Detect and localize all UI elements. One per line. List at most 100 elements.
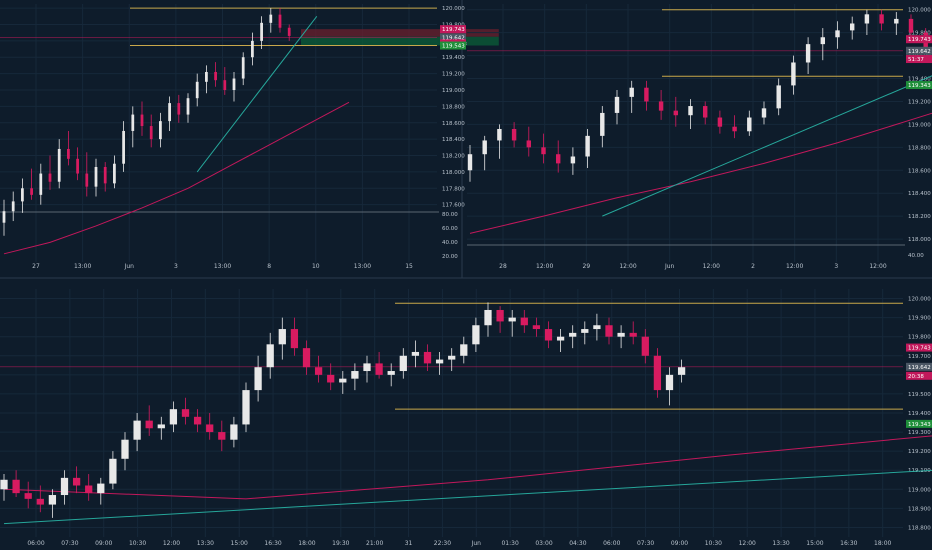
candle-body	[193, 416, 202, 425]
y-tick-label: 118.800	[908, 145, 931, 151]
price-label-text: 119.543	[442, 44, 465, 50]
price-label-text: 119.743	[442, 27, 465, 33]
x-tick-label: 8	[267, 263, 271, 270]
y-tick-label: 117.800	[442, 186, 465, 192]
x-tick-label: 12:00	[703, 263, 720, 270]
panel-top-left: 2713:00Jun313:0081013:0015120.000119.800…	[0, 4, 499, 270]
candle-body	[555, 154, 561, 164]
candle-body	[363, 363, 371, 372]
y-tick-label: 119.800	[908, 335, 931, 341]
candle-body	[747, 117, 752, 132]
x-tick-label: 16:30	[840, 540, 857, 547]
x-tick-label: 09:00	[95, 540, 112, 547]
x-tick-label: 15	[405, 263, 413, 270]
candle-body	[448, 355, 456, 360]
x-tick-label: 2	[751, 263, 755, 270]
price-label-text: 119.343	[908, 83, 931, 89]
x-tick-label: 13:00	[354, 263, 371, 270]
candle-body	[223, 80, 227, 90]
candle-body	[908, 18, 914, 33]
candle-body	[894, 18, 899, 24]
x-tick-label: 18:00	[298, 540, 315, 547]
x-tick-label: 3	[174, 263, 178, 270]
candle-body	[232, 78, 236, 90]
candle-body	[644, 87, 649, 102]
x-tick-label: 09:00	[671, 540, 688, 547]
candle-body	[508, 317, 516, 322]
candle-body	[76, 158, 79, 174]
moving-average-line	[3, 101, 350, 255]
candle-body	[57, 148, 61, 182]
price-label-box	[906, 46, 932, 55]
candle-body	[218, 432, 226, 440]
candle-body	[605, 325, 613, 337]
candle-body	[159, 121, 162, 140]
candle-body	[435, 359, 444, 364]
x-tick-label: 12:00	[536, 263, 553, 270]
candle-body	[168, 103, 171, 122]
candle-body	[511, 128, 517, 141]
candle-body	[327, 374, 335, 383]
candle-body	[314, 367, 323, 375]
y-tick-label: 119.000	[442, 88, 465, 94]
candle-body	[60, 477, 69, 496]
candle-body	[629, 87, 634, 97]
y-tick-label: 119.300	[908, 430, 931, 436]
x-tick-label: 07:30	[637, 540, 654, 547]
candle-body	[791, 62, 796, 86]
candle-body	[399, 355, 407, 372]
candle-body	[658, 101, 664, 111]
candle-body	[140, 114, 144, 127]
candle-body	[30, 188, 33, 195]
candle-body	[570, 156, 576, 164]
take-profit-zone	[301, 36, 499, 46]
candle-body	[241, 57, 245, 79]
y-tick-label: 118.600	[908, 168, 931, 174]
candle-body	[526, 140, 532, 148]
x-tick-label: Jun	[124, 263, 135, 270]
x-tick-label: 10:30	[129, 540, 146, 547]
x-tick-label: 15:00	[231, 540, 248, 547]
candle-body	[776, 85, 781, 109]
price-label-text: 119.642	[442, 35, 465, 41]
price-label-box	[906, 35, 932, 44]
price-label-box	[440, 33, 466, 42]
candle-body	[242, 390, 250, 425]
x-tick-label: 13:30	[772, 540, 789, 547]
x-tick-label: 22:30	[434, 540, 451, 547]
candle-body	[673, 110, 679, 116]
x-tick-label: 12:00	[619, 263, 636, 270]
x-tick-label: 01:30	[501, 540, 518, 547]
candle-body	[266, 344, 274, 368]
candle-body	[482, 140, 487, 155]
y-tick-label: 119.700	[908, 354, 931, 360]
candle-body	[251, 40, 254, 58]
price-label-box	[906, 343, 932, 352]
candle-body	[206, 424, 214, 433]
x-tick-label: 10	[312, 263, 320, 270]
candle-body	[67, 148, 70, 159]
candle-body	[260, 22, 263, 41]
candle-body	[12, 479, 20, 494]
price-label-text: 51:37	[908, 57, 924, 63]
candle-body	[278, 329, 286, 345]
candle-body	[556, 336, 565, 341]
candle-body	[94, 166, 98, 187]
moving-average-line	[3, 435, 932, 500]
candle-body	[113, 163, 116, 184]
candle-body	[585, 135, 590, 157]
candle-body	[287, 27, 291, 36]
candle-body	[103, 166, 107, 184]
candle-body	[269, 14, 273, 23]
candle-body	[717, 117, 723, 127]
candle-body	[653, 355, 662, 391]
y-tick-label: 118.800	[908, 525, 931, 531]
y-tick-label: 118.200	[442, 154, 465, 160]
x-tick-label: 06:00	[27, 540, 44, 547]
x-tick-label: 04:30	[569, 540, 586, 547]
x-tick-label: 03:00	[535, 540, 552, 547]
x-tick-label: 13:00	[74, 263, 91, 270]
candle-body	[11, 201, 15, 212]
candle-body	[339, 378, 347, 383]
y-tick-label: 118.400	[908, 191, 931, 197]
